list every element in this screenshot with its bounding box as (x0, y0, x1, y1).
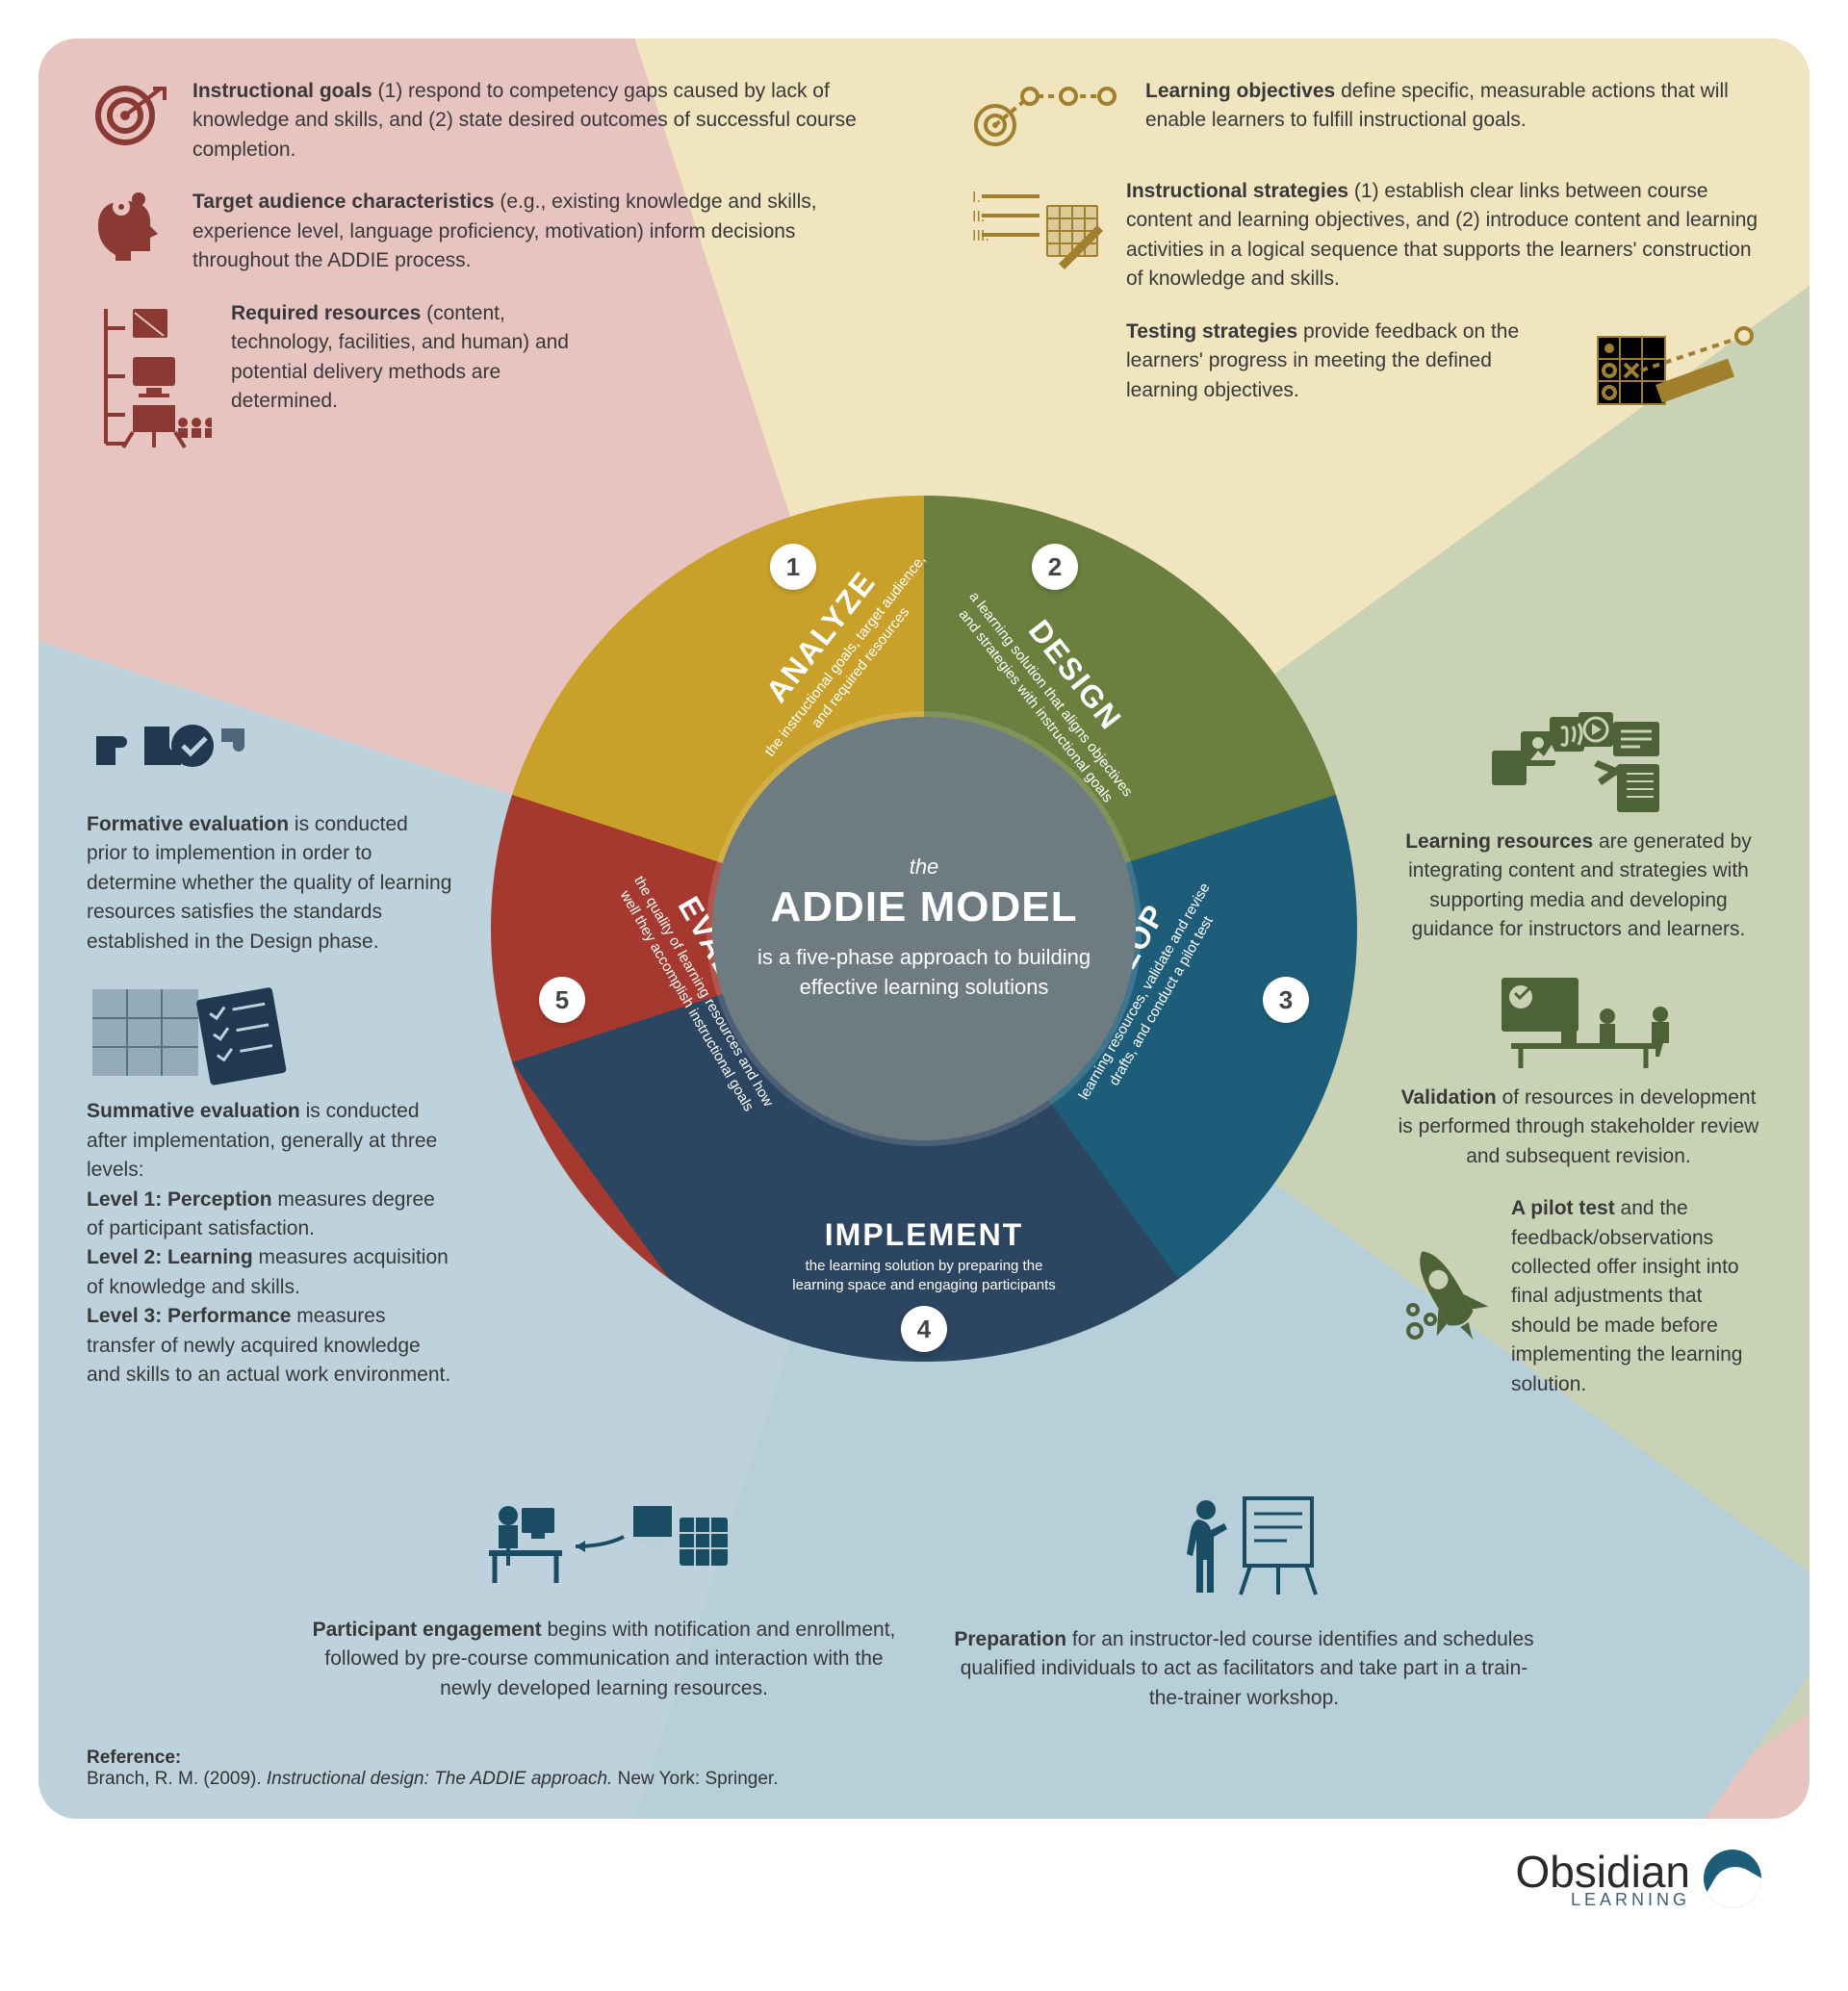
develop-1-bold: Learning resources (1405, 830, 1593, 853)
wheel-center: the ADDIE MODEL is a five-phase approach… (712, 717, 1136, 1140)
center-sub: is a five-phase approach to building eff… (751, 943, 1097, 1003)
implement-1-bold: Participant engagement (313, 1619, 542, 1641)
content-develop: Learning resources are generated by inte… (1396, 712, 1761, 1422)
label-implement: IMPLEMENTthe learning solution by prepar… (789, 1217, 1059, 1294)
design-3-bold: Testing strategies (1126, 320, 1297, 343)
content-analyze: Instructional goals (1) respond to compe… (87, 77, 876, 476)
evaluate-l3-bold: Level 3: Performance (87, 1305, 291, 1327)
puzzle-check-icon (87, 712, 260, 799)
design-2-bold: Instructional strategies (1126, 180, 1348, 202)
svg-text:I.: I. (972, 190, 981, 206)
reference-label: Reference: (87, 1748, 181, 1768)
reference: Reference: Branch, R. M. (2009). Instruc… (87, 1748, 779, 1790)
badge-3: 3 (1263, 977, 1309, 1023)
analyze-3-bold: Required resources (231, 302, 421, 324)
page: Instructional goals (1) respond to compe… (0, 0, 1848, 1956)
target-path-icon (972, 77, 1126, 154)
engagement-icon (470, 1489, 739, 1604)
head-gears-icon (87, 188, 173, 265)
footer: Obsidian LEARNING (38, 1819, 1810, 1937)
evaluate-l2-bold: Level 2: Learning (87, 1246, 253, 1268)
media-icons-icon (1482, 712, 1675, 818)
develop-3-bold: A pilot test (1511, 1197, 1615, 1219)
list-pencil-icon: I. II. III. (972, 177, 1107, 283)
badge-4: 4 (901, 1306, 947, 1352)
content-evaluate: Formative evaluation is conducted prior … (87, 712, 452, 1414)
puzzle-checklist-icon (87, 980, 298, 1085)
reference-text1: Branch, R. M. (2009). (87, 1769, 267, 1789)
reference-text2: New York: Springer. (612, 1769, 778, 1789)
content-implement: Participant engagement begins with notif… (308, 1489, 1540, 1713)
brand-logo-icon (1704, 1850, 1761, 1907)
reference-italic: Instructional design: The ADDIE approach… (267, 1769, 612, 1789)
target-icon (87, 77, 173, 154)
svg-text:III.: III. (972, 228, 989, 244)
badge-2: 2 (1032, 544, 1078, 590)
center-the: the (910, 855, 939, 880)
develop-2-bold: Validation (1401, 1086, 1497, 1109)
design-1-bold: Learning objectives (1145, 80, 1335, 102)
ruler-dots-icon (1588, 318, 1761, 423)
rocket-icon (1396, 1235, 1502, 1360)
center-title: ADDIE MODEL (771, 883, 1078, 932)
badge-5: 5 (539, 977, 585, 1023)
resources-icon (87, 299, 212, 453)
trainer-icon (1158, 1489, 1331, 1614)
implement-2-bold: Preparation (954, 1628, 1066, 1650)
addie-wheel: ANALYZEthe instructional goals, target a… (491, 496, 1357, 1362)
evaluate-1-bold: Formative evaluation (87, 813, 289, 835)
infographic-card: Instructional goals (1) respond to compe… (38, 38, 1810, 1819)
analyze-1-bold: Instructional goals (192, 80, 372, 102)
svg-text:II.: II. (972, 209, 985, 225)
meeting-icon (1473, 968, 1684, 1074)
badge-1: 1 (770, 544, 816, 590)
content-design: Learning objectives define specific, mea… (972, 77, 1761, 447)
develop-3-text: and the feedback/observations collected … (1511, 1197, 1742, 1395)
evaluate-l1-bold: Level 1: Perception (87, 1188, 272, 1211)
analyze-2-bold: Target audience characteristics (192, 191, 495, 213)
evaluate-2-bold: Summative evaluation (87, 1100, 300, 1122)
